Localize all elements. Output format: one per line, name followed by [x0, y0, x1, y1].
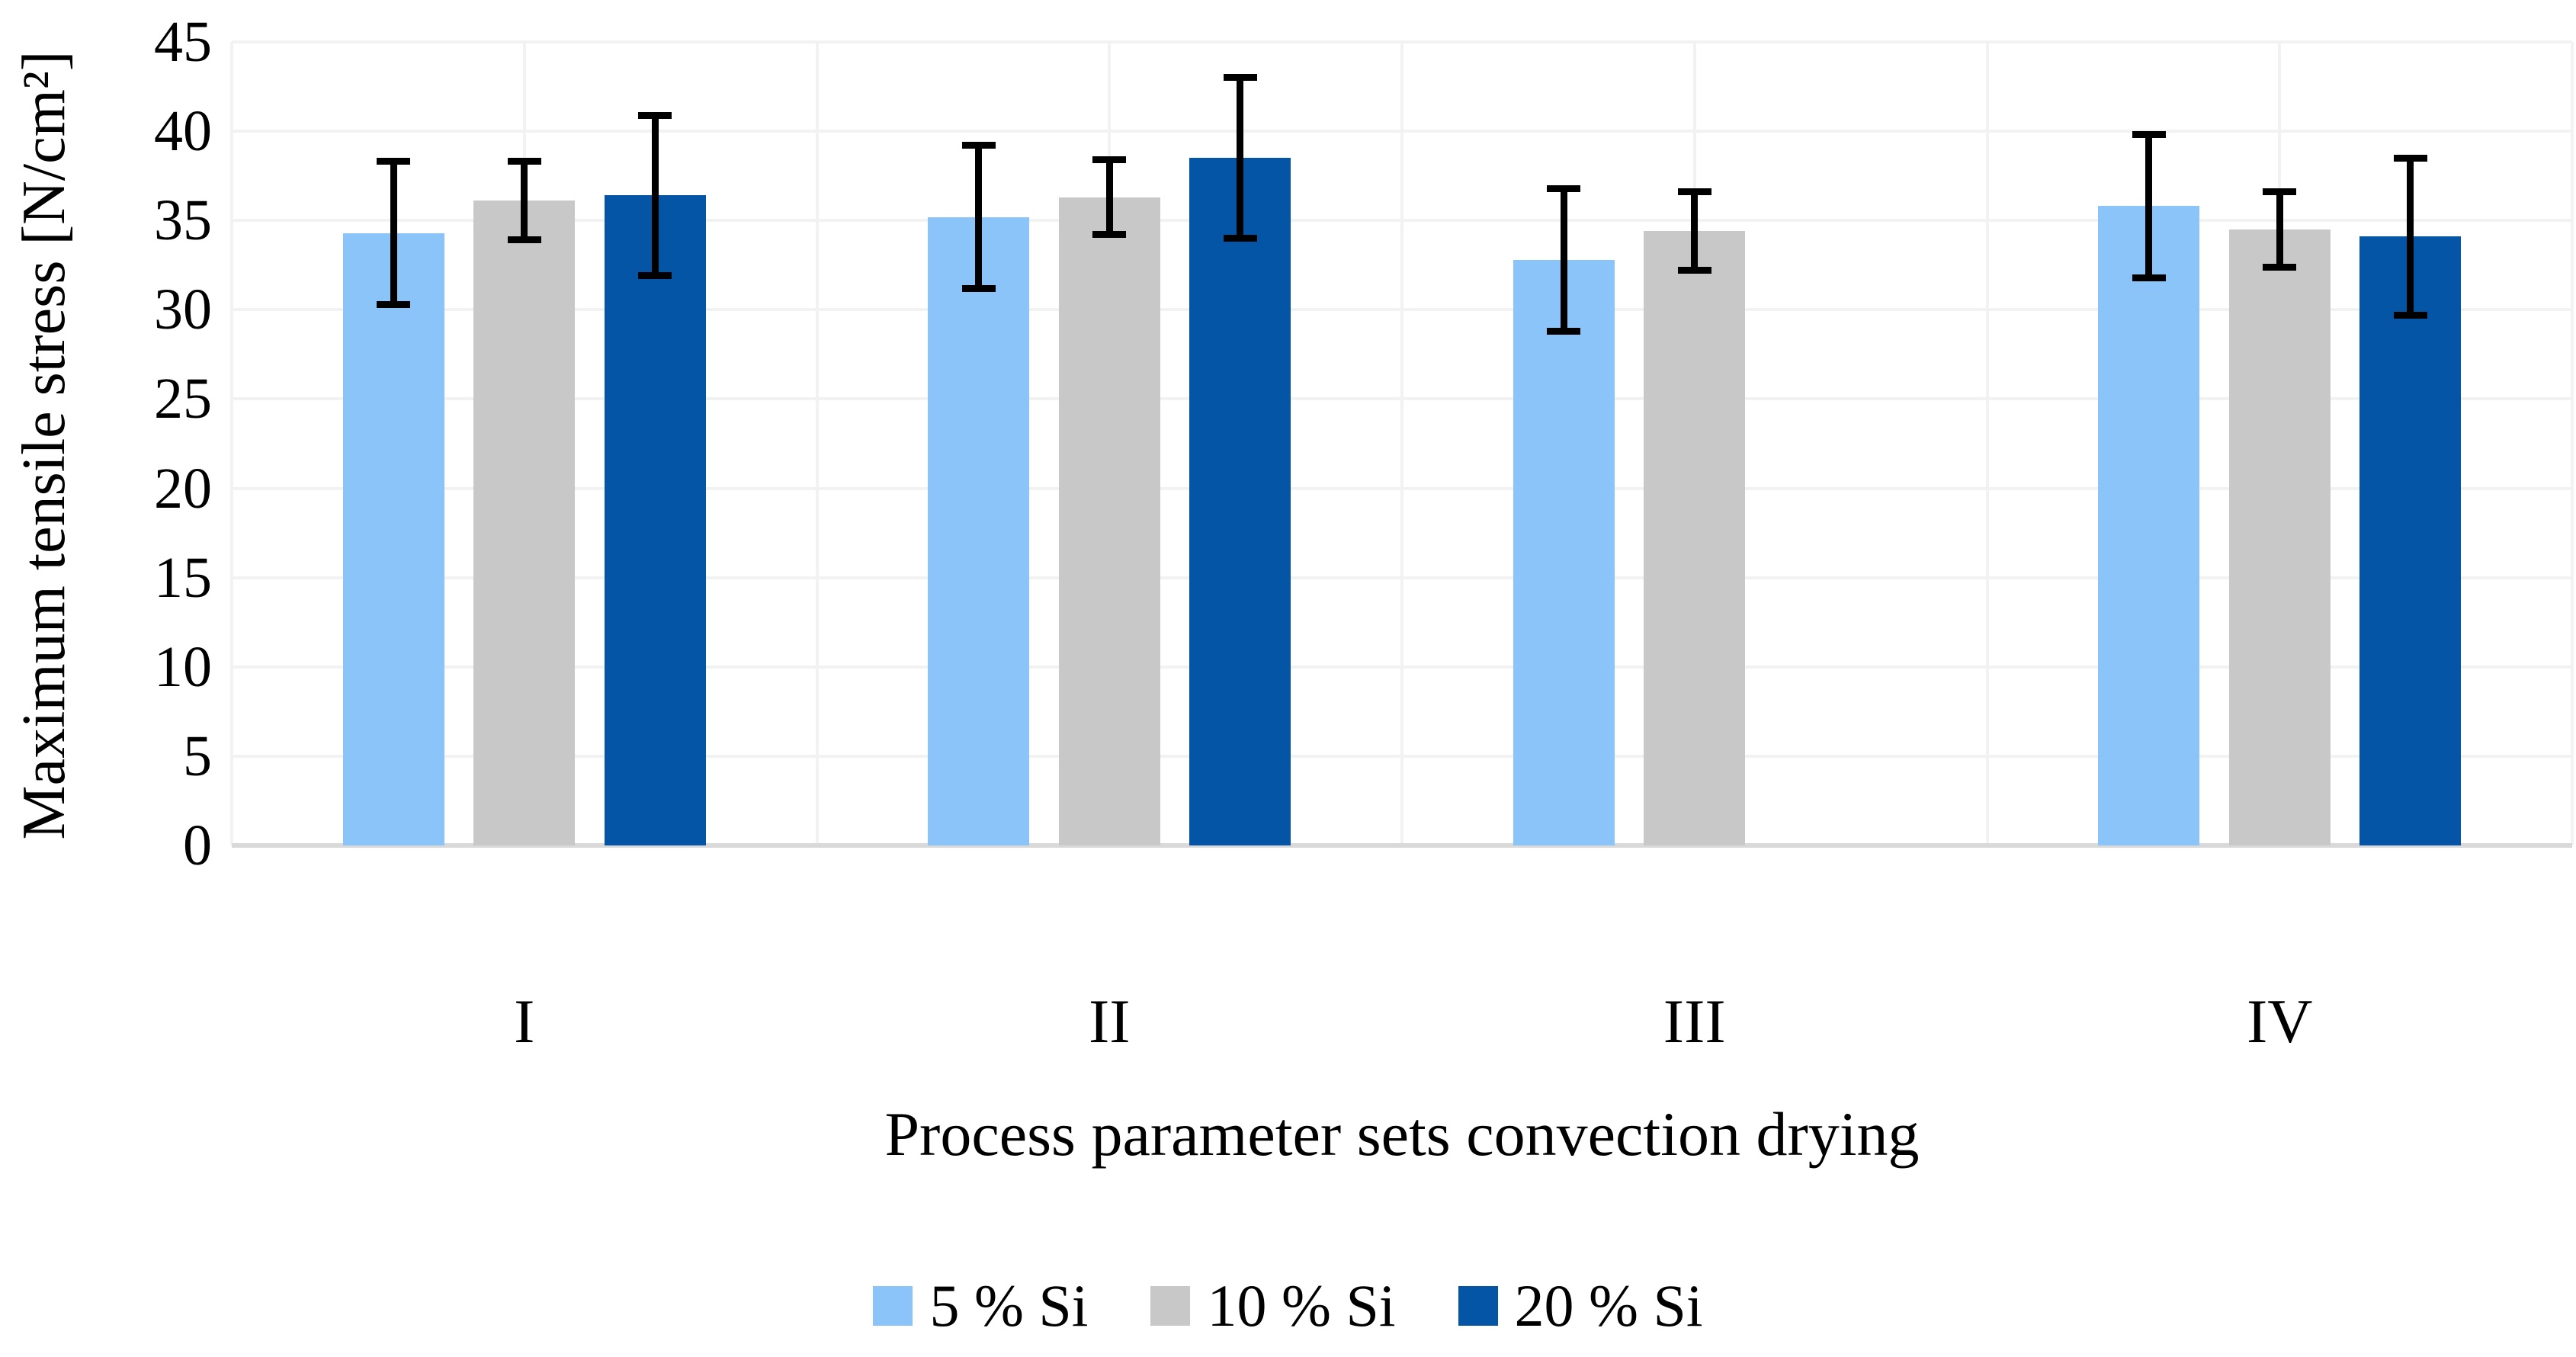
bar-10-%-si-I: [473, 201, 576, 845]
category-label-IV: IV: [2246, 986, 2313, 1056]
error-bar-cap: [1092, 231, 1127, 239]
error-bar-stem: [1560, 188, 1567, 332]
error-bar-cap: [2132, 131, 2166, 139]
error-bar-stem: [1691, 191, 1699, 271]
error-bar-cap: [1677, 267, 1711, 274]
error-bar-cap: [2132, 274, 2166, 281]
error-bar-cap: [2263, 188, 2297, 196]
bar-5-%-si-III: [1513, 259, 1615, 845]
horizontal-gridline: [232, 576, 2572, 579]
error-bar-cap: [1677, 188, 1711, 196]
plot-area: [230, 40, 2574, 848]
error-bar-cap: [507, 236, 541, 244]
error-bar-stem: [2407, 158, 2414, 316]
error-bar-cap: [1547, 327, 1581, 335]
category-label-II: II: [1088, 986, 1131, 1056]
error-bar-stem: [1237, 77, 1244, 239]
category-label-III: III: [1663, 986, 1726, 1056]
bar-10-%-si-III: [1644, 231, 1746, 845]
horizontal-gridline: [232, 754, 2572, 758]
error-bar-cap: [1223, 74, 1257, 82]
vertical-gridline: [815, 42, 819, 845]
legend-item-10-%-si: 10 % Si: [1150, 1272, 1396, 1340]
horizontal-gridline: [232, 486, 2572, 490]
y-tick-label: 15: [154, 545, 212, 610]
legend-swatch: [1150, 1286, 1191, 1326]
horizontal-gridline: [232, 219, 2572, 223]
legend-label: 5 % Si: [929, 1272, 1089, 1339]
error-bar-cap: [377, 158, 411, 165]
error-bar-cap: [377, 300, 411, 308]
error-bar-cap: [2263, 263, 2297, 271]
error-bar-stem: [1105, 159, 1113, 235]
error-bar-stem: [2276, 191, 2283, 268]
y-tick-label: 5: [183, 723, 212, 788]
bar-20-%-si-II: [1189, 158, 1291, 845]
error-bar-stem: [390, 161, 397, 305]
category-label-I: I: [514, 986, 535, 1056]
error-bar-stem: [2145, 134, 2153, 278]
legend: 5 % Si 10 % Si 20 % Si: [0, 1272, 2576, 1340]
error-bar-cap: [507, 158, 541, 165]
horizontal-gridline: [232, 665, 2572, 669]
error-bar-cap: [2393, 311, 2427, 319]
error-bar-cap: [2393, 154, 2427, 162]
vertical-gridline: [1985, 42, 1989, 845]
bar-20-%-si-IV: [2359, 236, 2462, 845]
legend-item-5-%-si: 5 % Si: [873, 1272, 1088, 1340]
x-axis-title: Process parameter sets convection drying: [884, 1099, 1920, 1169]
y-tick-label: 25: [154, 367, 212, 431]
error-bar-cap: [1092, 156, 1127, 164]
y-tick-label: 35: [154, 188, 212, 253]
bar-10-%-si-IV: [2228, 229, 2331, 845]
error-bar-stem: [651, 115, 659, 276]
bar-5-%-si-II: [928, 217, 1030, 845]
y-tick-label: 20: [154, 456, 212, 521]
bar-5-%-si-I: [342, 233, 444, 845]
legend-label: 10 % Si: [1207, 1272, 1396, 1339]
error-bar-cap: [638, 111, 672, 119]
error-bar-cap: [638, 272, 672, 280]
y-tick-label: 40: [154, 99, 212, 164]
horizontal-gridline: [232, 130, 2572, 133]
bar-5-%-si-IV: [2098, 206, 2200, 845]
horizontal-gridline: [232, 308, 2572, 312]
legend-swatch: [873, 1286, 913, 1326]
y-tick-label: 45: [154, 10, 212, 74]
horizontal-gridline: [232, 397, 2572, 401]
horizontal-gridline: [232, 40, 2572, 43]
bar-20-%-si-I: [604, 195, 706, 845]
error-bar-cap: [1223, 235, 1257, 242]
vertical-gridline: [2571, 42, 2574, 845]
y-tick-label: 0: [183, 813, 212, 877]
error-bar-cap: [1547, 184, 1581, 192]
legend-label: 20 % Si: [1514, 1272, 1703, 1339]
vertical-gridline: [1400, 42, 1403, 845]
vertical-gridline: [230, 42, 233, 845]
x-axis-line: [232, 843, 2572, 848]
error-bar-stem: [975, 145, 983, 289]
bar-10-%-si-II: [1058, 197, 1160, 845]
legend-swatch: [1458, 1286, 1498, 1326]
y-tick-label: 30: [154, 277, 212, 342]
error-bar-stem: [521, 161, 528, 240]
error-bar-cap: [961, 284, 996, 292]
y-tick-label: 10: [154, 634, 212, 699]
legend-item-20-%-si: 20 % Si: [1458, 1272, 1703, 1340]
error-bar-cap: [961, 142, 996, 149]
